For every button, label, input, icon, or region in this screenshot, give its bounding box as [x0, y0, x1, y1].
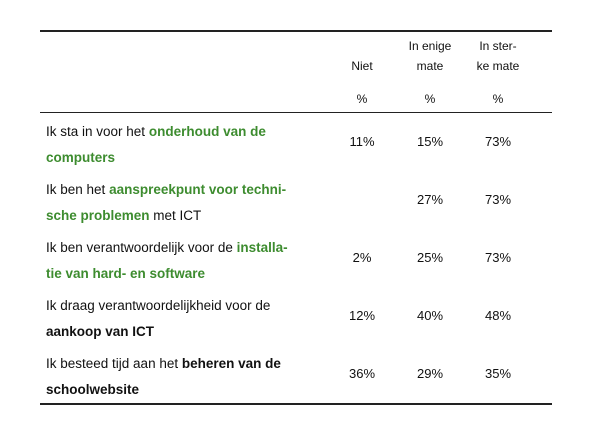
emphasis: beheren van de [181, 356, 281, 371]
row-text: Ik besteed tijd aan het beheren van de sc… [46, 351, 328, 403]
header-text: In ster- [479, 39, 517, 53]
cell: 15% [416, 134, 444, 149]
header-cell: In ster-ke mate % [464, 32, 532, 112]
emphasis: schoolwebsite [46, 382, 140, 397]
cell: 27% [416, 192, 444, 207]
row: Ik ben verantwoordelijk voor de installa… [40, 229, 552, 287]
unit: % [424, 92, 436, 106]
text: met ICT [153, 208, 202, 223]
emphasis: tie van hard- en software [46, 266, 206, 281]
row-text: Ik ben verantwoordelijk voor de installa… [46, 235, 328, 287]
text: Ik ben het [46, 182, 106, 197]
cell: 73% [484, 250, 512, 265]
header-text: In enige [408, 39, 452, 53]
text: Ik besteed tijd aan het [46, 356, 179, 371]
cell: 35% [484, 366, 512, 381]
cell: 29% [416, 366, 444, 381]
cell: 2% [352, 250, 372, 265]
emphasis: sche problemen [46, 208, 150, 223]
table: Niet % In enige mate % In ster-ke mate % … [40, 30, 552, 405]
emphasis: aankoop van ICT [46, 324, 155, 339]
header-text: mate [416, 59, 444, 73]
row-text: Ik sta in voor het onderhoud van de compu… [46, 119, 328, 171]
header-cell: In enige mate % [396, 32, 464, 112]
row: Ik draag verantwoordelijkheid voor de aan… [40, 287, 552, 345]
cell: 73% [484, 134, 512, 149]
cell: 36% [348, 366, 376, 381]
cell: 40% [416, 308, 444, 323]
text: Ik draag verantwoordelijkheid voor de [46, 298, 271, 313]
row: Ik besteed tijd aan het beheren van de sc… [40, 345, 552, 403]
emphasis: aanspreekpunt voor techni- [109, 182, 287, 197]
emphasis: installa- [236, 240, 288, 255]
unit: % [356, 92, 368, 106]
cell: 12% [348, 308, 376, 323]
emphasis: onderhoud van de [148, 124, 266, 139]
row: Ik ben het aanspreekpunt voor techni-sch… [40, 171, 552, 229]
cell: 48% [484, 308, 512, 323]
row-text: Ik ben het aanspreekpunt voor techni-sch… [46, 177, 328, 229]
top-rule [40, 30, 552, 32]
cell: 25% [416, 250, 444, 265]
row-text: Ik draag verantwoordelijkheid voor de aan… [46, 293, 328, 345]
header: Niet % In enige mate % In ster-ke mate % [40, 32, 552, 112]
cell: 73% [484, 192, 512, 207]
header-cell: Niet % [328, 32, 396, 112]
text: Ik sta in voor het [46, 124, 146, 139]
text: Ik ben verantwoordelijk voor de [46, 240, 233, 255]
header-text: ke mate [476, 59, 520, 73]
header-rule [40, 112, 552, 113]
emphasis: computers [46, 150, 116, 165]
header-text: Niet [351, 59, 373, 73]
bottom-rule [40, 403, 552, 405]
unit: % [492, 92, 504, 106]
row: Ik sta in voor het onderhoud van de compu… [40, 113, 552, 171]
cell: 11% [349, 134, 375, 149]
